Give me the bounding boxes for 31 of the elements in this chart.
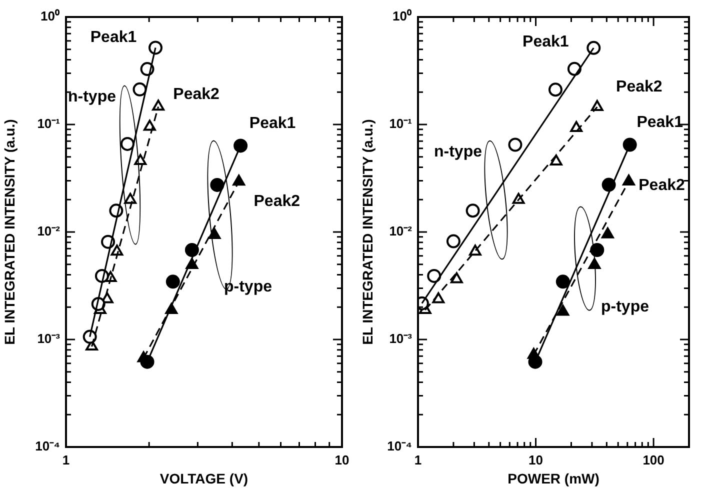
annotation: p-type <box>224 278 272 296</box>
legend-label: Peak2 <box>254 193 300 210</box>
y-tick-label: 10⁻³ <box>37 331 61 346</box>
y-tick-label: 10⁻⁴ <box>35 438 60 454</box>
series-label: Peak2 <box>173 86 220 104</box>
x-axis-title: POWER (mW) <box>508 470 600 486</box>
x-tick-label: 10 <box>528 452 544 468</box>
x-tick-label: 100 <box>642 452 664 468</box>
legend-label: Peak2 <box>638 176 685 194</box>
y-tick-label: 10⁻³ <box>389 331 413 346</box>
annotation: n-type <box>68 88 116 106</box>
x-tick-label: 1 <box>62 452 70 468</box>
annotation: n-type <box>434 143 482 160</box>
y-tick-label: 10⁻¹ <box>37 116 60 132</box>
annotation: p-type <box>601 298 650 316</box>
y-axis-title: EL INTEGRATED INTENSITY (a.u.) <box>1 119 18 345</box>
x-axis-title: VOLTAGE (V) <box>160 470 248 486</box>
y-tick-label: 10⁻² <box>37 224 61 239</box>
legend-label: Peak1 <box>249 115 296 132</box>
y-axis-title: EL INTEGRATED INTENSITY (a.u.) <box>359 119 376 345</box>
y-tick-label: 10⁻¹ <box>389 116 412 132</box>
legend-label: Peak1 <box>636 114 684 132</box>
series-label: Peak1 <box>522 33 569 50</box>
legend-label: Peak2 <box>616 78 662 96</box>
y-tick-label: 10⁻² <box>389 224 413 239</box>
y-tick-label: 10⁻⁴ <box>387 438 412 454</box>
series-label: Peak1 <box>90 29 137 46</box>
y-tick-label: 10⁰ <box>40 8 60 24</box>
x-tick-label: 1 <box>414 452 422 468</box>
x-tick-label: 10 <box>334 452 350 468</box>
y-tick-label: 10⁰ <box>392 8 412 24</box>
